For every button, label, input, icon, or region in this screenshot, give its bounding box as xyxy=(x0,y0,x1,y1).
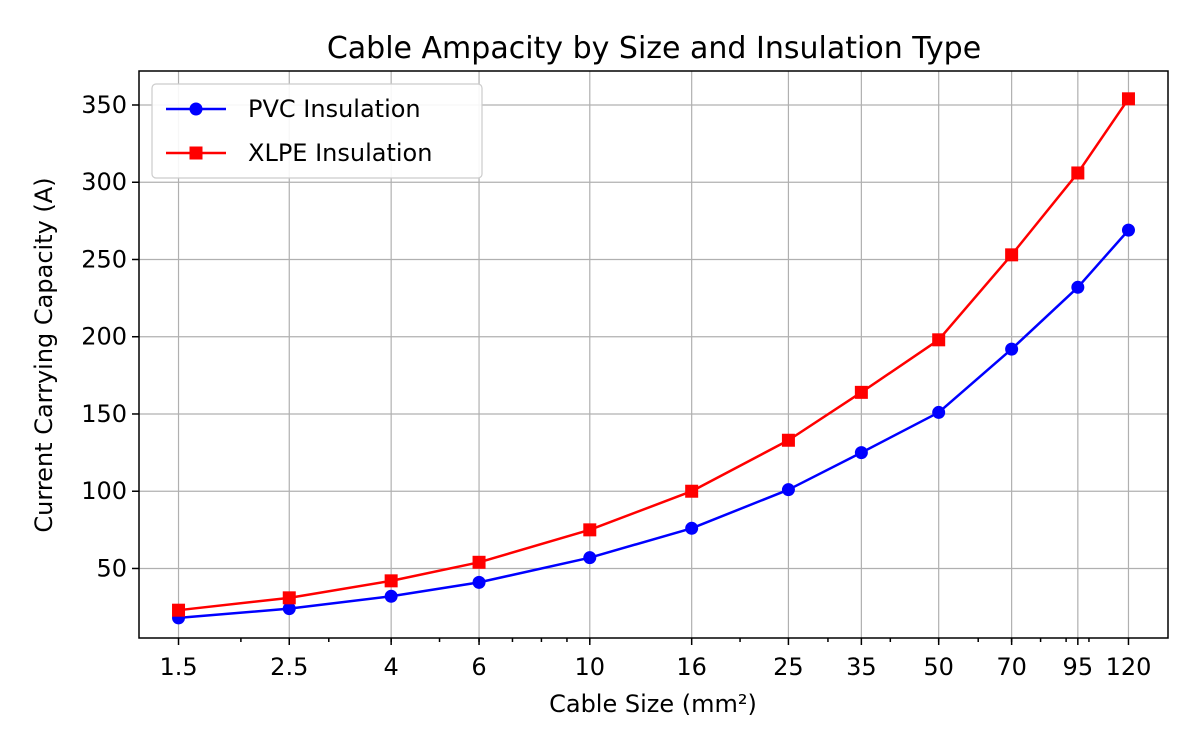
data-point xyxy=(384,589,398,603)
series-layer xyxy=(172,92,1135,625)
legend: PVC Insulation XLPE Insulation xyxy=(151,83,483,179)
x-tick-label: 120 xyxy=(1106,653,1152,681)
data-point xyxy=(282,591,296,605)
data-point xyxy=(1071,280,1085,294)
x-axis-label: Cable Size (mm²) xyxy=(549,690,757,718)
series-0 xyxy=(172,223,1135,625)
legend-item: PVC Insulation xyxy=(166,95,421,123)
data-point xyxy=(172,603,186,617)
legend-label: PVC Insulation xyxy=(248,95,421,123)
data-point xyxy=(932,405,946,419)
data-point xyxy=(1071,166,1085,180)
legend-marker xyxy=(189,102,203,116)
data-point xyxy=(1005,342,1019,356)
x-tick-label: 2.5 xyxy=(270,653,308,681)
data-point xyxy=(1121,223,1135,237)
data-point xyxy=(384,574,398,588)
data-point xyxy=(1005,248,1019,262)
data-point xyxy=(854,446,868,460)
y-tick-label: 250 xyxy=(81,245,127,273)
x-tick-label: 16 xyxy=(676,653,707,681)
data-point xyxy=(781,433,795,447)
data-point xyxy=(583,523,597,537)
y-axis-label: Current Carrying Capacity (A) xyxy=(30,177,58,532)
y-tick-label: 50 xyxy=(96,554,127,582)
x-tick-label: 10 xyxy=(575,653,606,681)
x-tick-label: 1.5 xyxy=(159,653,197,681)
data-point xyxy=(583,551,597,565)
y-tick-label: 300 xyxy=(81,168,127,196)
x-tick-label: 35 xyxy=(846,653,877,681)
series-line xyxy=(178,98,1130,612)
chart-title: Cable Ampacity by Size and Insulation Ty… xyxy=(327,31,981,66)
grid-lines xyxy=(139,71,1168,638)
series-1 xyxy=(172,92,1135,617)
x-tick-label: 25 xyxy=(773,653,804,681)
data-point xyxy=(282,602,296,616)
data-point xyxy=(472,555,486,569)
axis-ticks: 1.5 2.5 4 6 10 16 25 35 50 70 95 120 50 100 150 200 250 3… xyxy=(81,91,1151,681)
x-tick-label: 6 xyxy=(471,653,486,681)
series-line xyxy=(178,229,1130,620)
y-tick-label: 100 xyxy=(81,477,127,505)
plot-area-frame xyxy=(138,70,1169,639)
x-tick-label: 95 xyxy=(1063,653,1094,681)
y-tick-label: 150 xyxy=(81,400,127,428)
legend-marker xyxy=(189,146,203,160)
data-point xyxy=(781,483,795,497)
data-point xyxy=(1121,92,1135,106)
legend-label: XLPE Insulation xyxy=(248,139,432,167)
data-point xyxy=(685,521,699,535)
y-tick-label: 200 xyxy=(81,323,127,351)
data-point xyxy=(472,575,486,589)
legend-box xyxy=(151,83,483,179)
data-point xyxy=(685,484,699,498)
x-tick-label: 70 xyxy=(996,653,1027,681)
data-point xyxy=(854,385,868,399)
legend-item: XLPE Insulation xyxy=(166,139,432,167)
y-tick-label: 350 xyxy=(81,91,127,119)
data-point xyxy=(932,333,946,347)
x-tick-label: 4 xyxy=(384,653,399,681)
x-tick-label: 50 xyxy=(923,653,954,681)
